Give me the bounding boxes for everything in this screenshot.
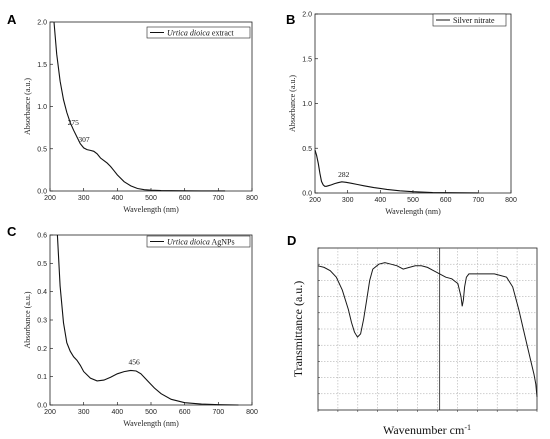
x-tick-label: 500 (407, 197, 419, 204)
y-tick-label: 1.0 (37, 104, 47, 111)
ftir-y-axis-label: Transmittance (a.u.) (291, 281, 305, 378)
chart-panel-d: Wavenumber cm-1 Transmittance (a.u.) (291, 247, 538, 437)
x-tick-label: 800 (505, 197, 517, 204)
y-tick-label: 2.0 (302, 12, 312, 19)
peak-label: 275 (68, 118, 80, 127)
x-tick-label: 400 (374, 197, 386, 204)
plot-frame-c (49, 234, 253, 406)
peak-label: 282 (338, 170, 350, 179)
y-tick-label: 0.1 (37, 374, 47, 381)
y-tick-label: 0.0 (302, 191, 312, 198)
x-axis-label: Wavelength (nm) (385, 207, 441, 216)
x-axis-label: Wavelength (nm) (123, 205, 179, 214)
x-tick-label: 300 (78, 195, 90, 202)
legend-text: Urtica dioica extract (167, 29, 234, 38)
y-tick-label: 0.4 (37, 289, 47, 296)
x-tick-label: 600 (179, 409, 191, 416)
chart-panel-c: 200 300 400 500 600 700 800 0.0 0.1 0.2 0.3 0.4 0.5 0… (23, 233, 258, 429)
y-tick-label: 0.2 (37, 346, 47, 353)
y-tick-label: 0.0 (37, 189, 47, 196)
x-tick-label: 300 (342, 197, 354, 204)
x-tick-label: 700 (212, 409, 224, 416)
x-tick-label: 500 (145, 195, 157, 202)
ftir-x-axis-label: Wavenumber cm-1 (383, 423, 471, 437)
y-tick-label: 2.0 (37, 20, 47, 27)
y-tick-label: 1.0 (302, 101, 312, 108)
peak-label: 456 (129, 358, 141, 367)
y-tick-label: 0.3 (37, 318, 47, 325)
y-axis-label: Absorbance (a.u.) (288, 75, 297, 132)
y-tick-label: 0.5 (37, 261, 47, 268)
x-tick-label: 600 (179, 195, 191, 202)
plot-frame-a (49, 21, 253, 192)
x-tick-label: 400 (111, 409, 123, 416)
y-axis-label: Absorbance (a.u.) (23, 78, 32, 135)
x-tick-label: 400 (111, 195, 123, 202)
spectrum-line-a (53, 21, 226, 192)
x-tick-label: 800 (246, 195, 258, 202)
y-tick-label: 0.6 (37, 233, 47, 240)
legend-box (146, 26, 251, 39)
x-tick-label: 300 (78, 409, 90, 416)
legend-text: Silver nitrate (453, 16, 495, 25)
y-tick-label: 1.5 (302, 56, 312, 63)
x-axis-label: Wavelength (nm) (123, 419, 179, 428)
panel-letter-c: C (7, 224, 17, 239)
x-tick-label: 200 (44, 409, 56, 416)
x-tick-label: 200 (44, 195, 56, 202)
x-tick-label: 200 (309, 197, 321, 204)
panel-letter-d: D (287, 233, 296, 248)
ftir-tick-marks (317, 247, 538, 412)
y-tick-label: 0.5 (302, 146, 312, 153)
y-tick-label: 1.5 (37, 62, 47, 69)
x-tick-label: 600 (440, 197, 452, 204)
x-tick-label: 500 (145, 409, 157, 416)
y-tick-label: 0.0 (37, 403, 47, 410)
x-tick-label: 800 (246, 409, 258, 416)
ftir-spectrum-line (317, 262, 538, 398)
y-axis-label: Absorbance (a.u.) (23, 291, 32, 348)
chart-panel-a: 200 300 400 500 600 700 800 0.0 0.5 1.0 1.5 2.0 Wave… (23, 20, 258, 215)
y-tick-label: 0.5 (37, 146, 47, 153)
x-tick-label: 700 (472, 197, 484, 204)
spectrum-line-c (56, 234, 239, 406)
chart-panel-b: 200 300 400 500 600 700 800 0.0 0.5 1.0 1.5 2.0 Wave… (288, 12, 517, 217)
legend-box (432, 13, 507, 27)
ftir-grid (318, 248, 537, 410)
legend-text: Urtica dioica AgNPs (167, 238, 235, 247)
panel-letter-b: B (286, 12, 295, 27)
spectrum-line-b (314, 149, 479, 194)
plot-frame-b (314, 13, 512, 194)
panel-letter-a: A (7, 12, 17, 27)
x-tick-label: 700 (212, 195, 224, 202)
peak-label: 307 (78, 135, 90, 144)
legend-box (146, 235, 251, 248)
